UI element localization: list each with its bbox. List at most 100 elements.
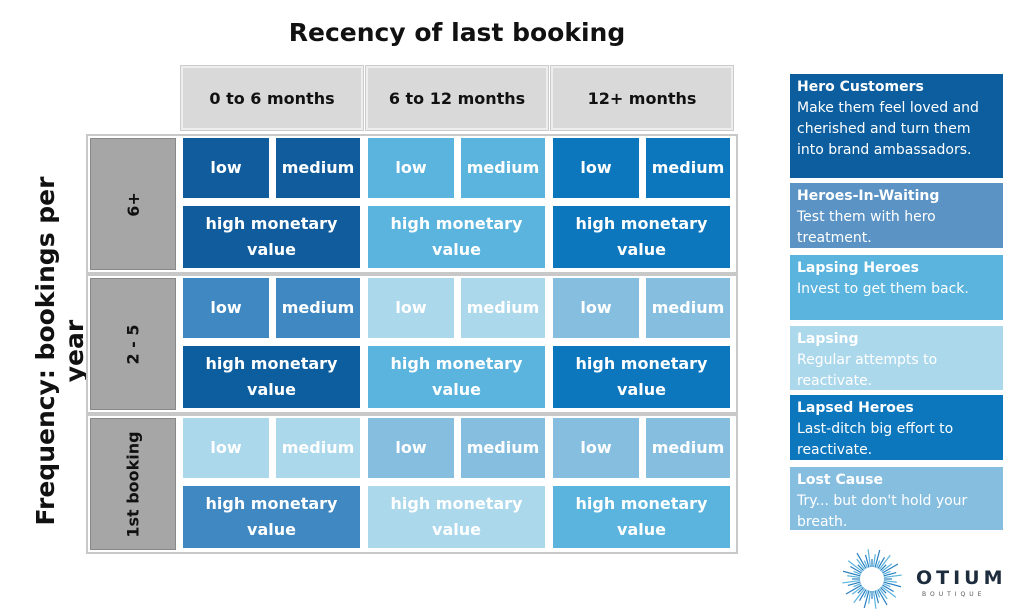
- legend-item: Lapsing Heroes Invest to get them back.: [790, 255, 1003, 320]
- cell-high: high monetary value: [368, 486, 545, 548]
- y-label: Frequency: bookings per year: [31, 176, 89, 526]
- cell-high: high monetary value: [553, 346, 730, 408]
- logo-ray: [864, 554, 870, 568]
- logo-ray: [876, 560, 881, 569]
- logo-ray: [874, 590, 880, 604]
- cell-high: high monetary value: [183, 486, 360, 548]
- legend-item: Lapsed Heroes Last-ditch big effort to re…: [790, 395, 1003, 460]
- logo-ray: [853, 570, 862, 575]
- logo-ray: [872, 590, 877, 609]
- logo-ray: [878, 554, 891, 570]
- cell-medium: medium: [461, 418, 545, 478]
- legend-title: Heroes-In-Waiting: [797, 188, 940, 204]
- legend-item: Lost Cause Try... but don't hold your bre…: [790, 467, 1003, 530]
- cell-medium: medium: [276, 138, 360, 198]
- logo-ray: [847, 560, 863, 573]
- legend-item: Heroes-In-Waiting Test them with hero tre…: [790, 183, 1003, 248]
- legend-title: Lost Cause: [797, 472, 883, 488]
- column-header: 6 to 12 months: [365, 65, 549, 131]
- logo-ray: [883, 574, 902, 579]
- column-header: 12+ months: [550, 65, 734, 131]
- legend-title: Hero Customers: [797, 79, 924, 95]
- title: Recency of last booking: [288, 18, 626, 47]
- cell-low: low: [183, 138, 269, 198]
- logo-ray: [880, 587, 887, 594]
- logo-ray: [882, 583, 891, 588]
- legend-title: Lapsing: [797, 331, 859, 347]
- cell-high: high monetary value: [553, 486, 730, 548]
- cell-high: high monetary value: [368, 206, 545, 268]
- logo-ray: [877, 557, 886, 569]
- logo-ray: [867, 549, 872, 568]
- logo-ray: [882, 563, 899, 574]
- logo-ray: [853, 588, 866, 604]
- cell-high: high monetary value: [183, 206, 360, 268]
- logo-ray: [842, 570, 861, 577]
- row-label: 2 - 5: [123, 323, 143, 365]
- logo-ray: [857, 564, 864, 571]
- cell-low: low: [368, 278, 454, 338]
- logo-ray: [863, 590, 870, 609]
- logo-ray: [842, 579, 861, 584]
- logo-ray: [847, 575, 861, 579]
- legend-item: Lapsing Regular attempts to reactivate.: [790, 326, 1003, 390]
- logo-ray: [883, 579, 897, 583]
- legend-text: Test them with hero treatment.: [797, 209, 936, 246]
- logo-ray: [876, 589, 881, 598]
- legend-title: Lapsing Heroes: [797, 260, 919, 276]
- legend-text: Invest to get them back.: [797, 281, 969, 297]
- row-header: 6+: [90, 138, 176, 270]
- cell-medium: medium: [646, 418, 730, 478]
- logo-ray: [881, 563, 893, 573]
- row-header: 2 - 5: [90, 278, 176, 410]
- logo-ray: [856, 558, 866, 570]
- logo-tagline: BOUTIQUE: [922, 591, 986, 598]
- cell-low: low: [553, 138, 639, 198]
- cell-low: low: [553, 278, 639, 338]
- row-label: 1st booking: [123, 430, 143, 538]
- cell-low: low: [553, 418, 639, 478]
- logo-ray: [883, 581, 902, 588]
- logo-ray: [856, 552, 867, 569]
- legend-text: Make them feel loved and cherished and t…: [797, 100, 979, 158]
- logo-name: OTIUM: [916, 567, 1007, 589]
- legend-item: Hero Customers Make them feel loved and c…: [790, 74, 1003, 178]
- legend-text: Try... but don't hold your breath.: [797, 493, 968, 530]
- logo-ray: [850, 565, 862, 574]
- cell-medium: medium: [461, 278, 545, 338]
- cell-low: low: [183, 278, 269, 338]
- column-header: 0 to 6 months: [180, 65, 364, 131]
- logo-ray: [880, 564, 887, 571]
- logo-ray: [883, 571, 897, 577]
- logo-ray: [882, 584, 894, 593]
- logo-ray: [858, 589, 867, 601]
- cell-low: low: [368, 418, 454, 478]
- cell-high: high monetary value: [553, 206, 730, 268]
- row-label: 6+: [123, 191, 143, 217]
- cell-medium: medium: [461, 138, 545, 198]
- cell-medium: medium: [646, 138, 730, 198]
- logo-ray: [881, 585, 897, 598]
- logo-ray: [857, 587, 864, 594]
- cell-medium: medium: [646, 278, 730, 338]
- legend-text: Regular attempts to reactivate.: [797, 352, 938, 389]
- logo-ray: [872, 554, 876, 568]
- logo-ray: [851, 585, 863, 595]
- cell-low: low: [183, 418, 269, 478]
- logo-icon: [842, 549, 902, 609]
- cell-medium: medium: [276, 418, 360, 478]
- logo-ray: [878, 588, 888, 600]
- logo-ray: [863, 589, 868, 598]
- logo-ray: [863, 560, 868, 569]
- logo-ray: [877, 589, 888, 606]
- logo-ray: [853, 583, 862, 588]
- cell-high: high monetary value: [183, 346, 360, 408]
- cell-medium: medium: [276, 278, 360, 338]
- logo-ray: [868, 590, 872, 604]
- cell-low: low: [368, 138, 454, 198]
- logo-ray: [874, 549, 881, 568]
- logo-ray: [847, 581, 861, 587]
- logo-ray: [845, 584, 862, 595]
- legend-title: Lapsed Heroes: [797, 400, 914, 416]
